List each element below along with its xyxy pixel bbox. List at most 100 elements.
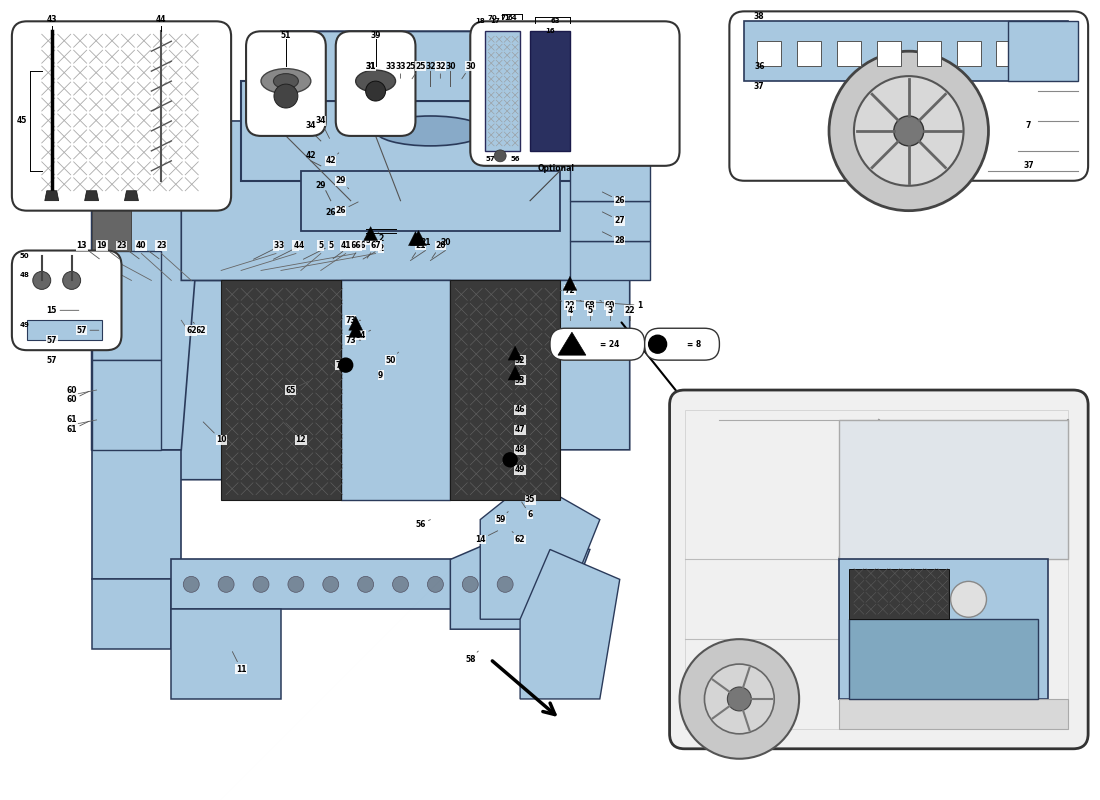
Polygon shape <box>570 201 650 241</box>
Text: 17: 17 <box>491 18 501 24</box>
Text: 16: 16 <box>546 28 554 34</box>
Circle shape <box>503 453 517 466</box>
Text: 72: 72 <box>560 286 575 295</box>
Polygon shape <box>530 31 570 151</box>
Text: 73: 73 <box>345 316 361 325</box>
Polygon shape <box>839 559 1048 699</box>
Text: 74: 74 <box>336 361 351 370</box>
Text: 36: 36 <box>754 62 764 70</box>
Text: 57: 57 <box>485 156 495 162</box>
Circle shape <box>184 576 199 592</box>
Circle shape <box>950 582 987 618</box>
Text: 70: 70 <box>487 15 497 22</box>
Text: 50: 50 <box>20 253 30 258</box>
Text: 44: 44 <box>156 15 166 24</box>
Text: 19: 19 <box>97 241 119 259</box>
FancyBboxPatch shape <box>246 31 326 136</box>
Text: 63: 63 <box>550 18 560 24</box>
Circle shape <box>494 150 506 162</box>
Text: 38: 38 <box>754 12 764 21</box>
Text: 4: 4 <box>294 241 298 250</box>
Text: 26: 26 <box>603 192 625 205</box>
Text: 2: 2 <box>363 244 383 259</box>
Text: 37: 37 <box>1023 162 1034 170</box>
Text: 22: 22 <box>625 306 635 315</box>
Circle shape <box>428 576 443 592</box>
Polygon shape <box>91 250 162 360</box>
Text: 21: 21 <box>420 238 431 247</box>
FancyBboxPatch shape <box>336 31 416 136</box>
Polygon shape <box>485 31 520 151</box>
Circle shape <box>288 576 304 592</box>
FancyBboxPatch shape <box>12 250 121 350</box>
Text: 13: 13 <box>76 241 99 259</box>
Circle shape <box>218 576 234 592</box>
FancyBboxPatch shape <box>471 22 680 166</box>
Text: 31: 31 <box>365 62 376 78</box>
Text: 60: 60 <box>66 386 77 394</box>
Text: 57: 57 <box>76 326 99 334</box>
Polygon shape <box>508 346 522 360</box>
Polygon shape <box>520 550 619 699</box>
Polygon shape <box>172 281 580 480</box>
Polygon shape <box>520 151 629 450</box>
Text: 4: 4 <box>568 306 573 315</box>
Polygon shape <box>450 281 560 500</box>
Text: 13: 13 <box>76 241 87 250</box>
Polygon shape <box>91 450 182 579</box>
Text: 49: 49 <box>20 322 30 328</box>
FancyBboxPatch shape <box>550 328 645 360</box>
Polygon shape <box>745 22 1068 81</box>
Polygon shape <box>172 610 280 699</box>
Text: 18: 18 <box>475 18 485 24</box>
Text: 25: 25 <box>405 62 416 70</box>
Polygon shape <box>1009 22 1078 81</box>
Text: 40: 40 <box>136 241 160 259</box>
FancyBboxPatch shape <box>645 328 719 360</box>
Circle shape <box>894 116 924 146</box>
Bar <box>798 42 821 66</box>
Text: 56: 56 <box>510 156 520 162</box>
Text: 48: 48 <box>513 442 526 454</box>
Text: 5: 5 <box>304 241 333 259</box>
Bar <box>957 42 980 66</box>
Polygon shape <box>85 190 99 201</box>
Text: 32: 32 <box>426 62 436 70</box>
Text: 30: 30 <box>446 62 455 70</box>
Circle shape <box>393 576 408 592</box>
Polygon shape <box>221 281 341 500</box>
Text: 65: 65 <box>286 382 308 394</box>
Text: 14: 14 <box>475 530 497 544</box>
Text: 26: 26 <box>326 208 336 217</box>
Polygon shape <box>563 277 576 290</box>
Polygon shape <box>182 121 600 281</box>
Circle shape <box>339 358 353 372</box>
Polygon shape <box>684 410 1068 729</box>
Polygon shape <box>450 530 590 630</box>
Text: 42: 42 <box>306 151 316 160</box>
Text: 42: 42 <box>326 153 339 166</box>
FancyBboxPatch shape <box>12 22 231 210</box>
Polygon shape <box>839 699 1068 729</box>
Circle shape <box>462 576 478 592</box>
Circle shape <box>704 664 774 734</box>
Polygon shape <box>45 190 58 201</box>
Polygon shape <box>271 31 600 101</box>
Bar <box>877 42 901 66</box>
Text: 1: 1 <box>573 301 642 310</box>
Polygon shape <box>301 170 560 230</box>
Text: 33: 33 <box>385 62 396 70</box>
Text: 62: 62 <box>513 531 526 544</box>
Text: 55: 55 <box>365 233 378 245</box>
Text: 59: 59 <box>495 511 508 524</box>
Text: 11: 11 <box>232 652 246 674</box>
Ellipse shape <box>261 69 311 94</box>
Polygon shape <box>91 121 201 450</box>
Polygon shape <box>570 161 650 201</box>
Ellipse shape <box>355 70 396 92</box>
Text: 2: 2 <box>378 234 383 243</box>
Text: 43: 43 <box>46 15 57 24</box>
Text: 3: 3 <box>253 241 284 259</box>
Text: 66: 66 <box>351 241 361 250</box>
Text: 6: 6 <box>521 502 532 519</box>
